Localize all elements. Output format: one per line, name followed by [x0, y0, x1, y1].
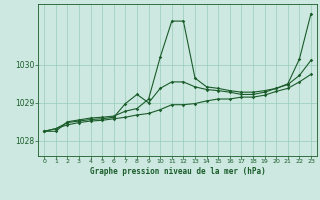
X-axis label: Graphe pression niveau de la mer (hPa): Graphe pression niveau de la mer (hPa) — [90, 167, 266, 176]
